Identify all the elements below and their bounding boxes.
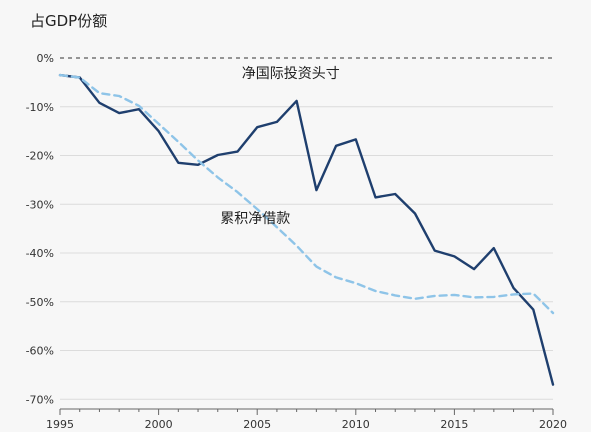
series-line-cumulative-borrowing [58,73,555,315]
x-tick-label: 2015 [440,418,468,431]
axes: 0% -10% -20% -30% -40% -50% -60% -70% 1995 2000 20… [26,52,567,431]
y-tick-label: -10% [26,101,54,114]
x-tick-label: 2000 [145,418,173,431]
x-tick-label: 2010 [342,418,370,431]
gridlines [60,57,553,400]
x-tick-label: 2005 [243,418,271,431]
y-tick-label: -30% [26,198,54,211]
x-tick-label: 2020 [539,418,567,431]
y-tick-label: -70% [26,393,54,406]
x-tick-label: 1995 [46,418,74,431]
y-axis-title: 占GDP份额 [30,12,107,30]
y-tick-label: -60% [26,345,54,358]
y-tick-label: -20% [26,150,54,163]
series-line-niip [58,73,555,386]
series-annotation: 累积净借款 [220,211,290,227]
y-tick-label: 0% [37,52,54,65]
y-tick-label: -50% [26,296,54,309]
series-annotation: 净国际投资头寸 [242,66,340,82]
y-tick-label: -40% [26,247,54,260]
series-lines [58,73,555,386]
